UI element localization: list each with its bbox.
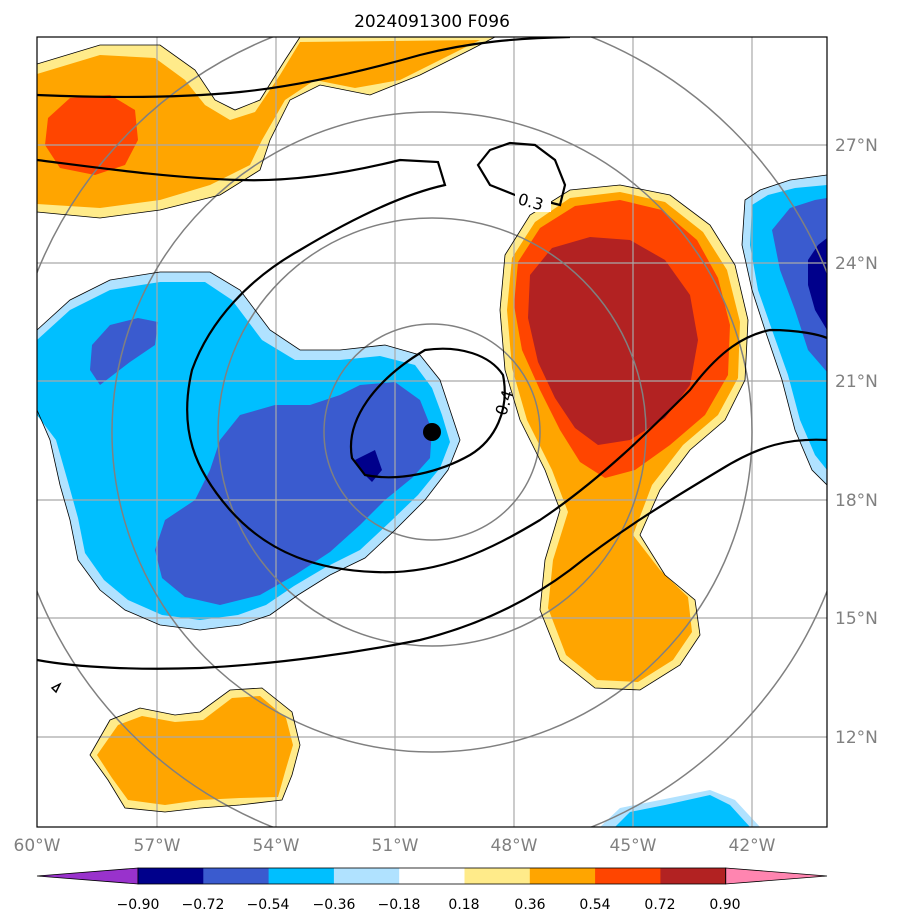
lat-label: 18°N — [835, 491, 878, 511]
positive-anomaly-northwest — [37, 37, 495, 218]
colorbar-tick: −0.18 — [378, 897, 421, 913]
colorbar-frame — [137, 867, 727, 885]
colorbar-segment — [268, 868, 335, 884]
lon-label: 48°W — [491, 836, 538, 856]
lat-label: 15°N — [835, 609, 878, 629]
colorbar-tick-labels: −0.90 −0.72 −0.54 −0.36 −0.18 0.18 0.36 … — [117, 897, 741, 913]
colorbar-tick: −0.72 — [182, 897, 225, 913]
lat-label: 27°N — [835, 136, 878, 156]
lon-label: 42°W — [729, 836, 776, 856]
colorbar-tick: −0.36 — [313, 897, 356, 913]
lon-label: 57°W — [134, 836, 181, 856]
negative-anomaly-south — [600, 790, 760, 827]
lon-label: 51°W — [372, 836, 419, 856]
lon-label: 60°W — [14, 836, 61, 856]
contour-lines — [37, 37, 827, 694]
colorbar-segment — [399, 868, 465, 884]
colorbar-segment — [725, 867, 828, 885]
colorbar-segment — [464, 868, 531, 884]
colorbar-segment — [36, 867, 139, 885]
positive-anomaly-southwest — [90, 688, 300, 812]
latitude-labels: 27°N 24°N 21°N 18°N 15°N 12°N — [835, 136, 878, 748]
colorbar-segment — [138, 868, 204, 884]
colorbar-tick: −0.90 — [117, 897, 160, 913]
outline-contours — [37, 37, 827, 813]
longitude-labels: 60°W 57°W 54°W 51°W 48°W 45°W 42°W — [14, 836, 776, 856]
graticule — [37, 37, 827, 827]
colorbar-tick: −0.54 — [247, 897, 290, 913]
colorbar-tick: 0.72 — [644, 897, 675, 913]
negative-anomaly-west — [37, 272, 460, 630]
colorbar-tick: 0.36 — [514, 897, 545, 913]
positive-anomaly-east — [500, 185, 748, 690]
colorbar-segment — [333, 868, 400, 884]
lat-label: 24°N — [835, 254, 878, 274]
map-frame — [36, 36, 828, 828]
lat-label: 21°N — [835, 372, 878, 392]
colorbar-segment — [595, 868, 661, 884]
lon-label: 45°W — [610, 836, 657, 856]
map-area: 0.3 0.4 — [37, 37, 827, 827]
colorbar-tick: 0.18 — [448, 897, 479, 913]
lat-label: 12°N — [835, 728, 878, 748]
colorbar-tick: 0.54 — [579, 897, 610, 913]
storm-center-marker — [423, 423, 441, 441]
colorbar — [36, 867, 828, 885]
map-title: 2024091300 F096 — [354, 12, 510, 32]
colorbar-segment — [660, 868, 727, 884]
colorbar-tick: 0.90 — [709, 897, 740, 913]
colorbar-segment — [529, 868, 596, 884]
lon-label: 54°W — [253, 836, 300, 856]
colorbar-segment — [203, 868, 270, 884]
